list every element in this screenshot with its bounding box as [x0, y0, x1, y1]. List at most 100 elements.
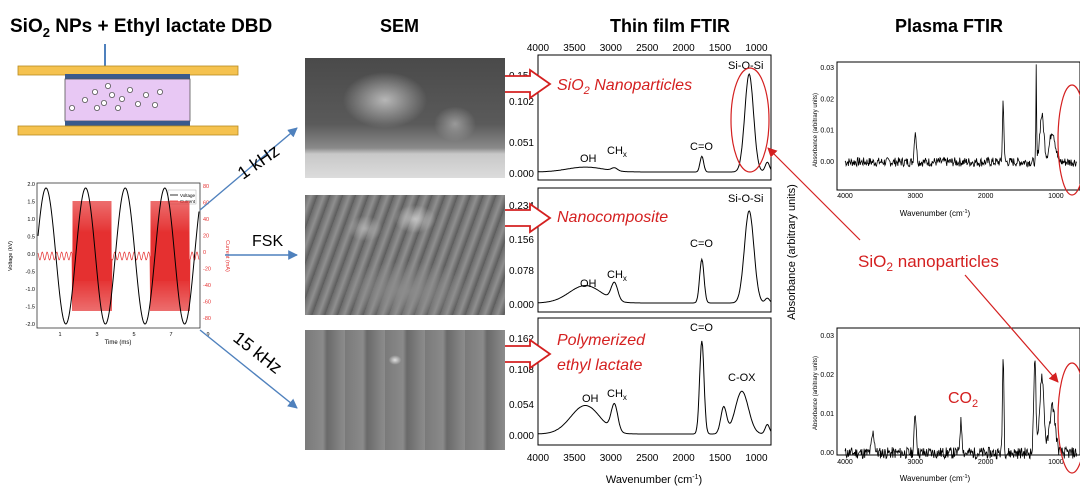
tf-y-tick: 0.108 [509, 365, 534, 376]
wave-left-tick: 0.0 [27, 252, 35, 258]
peak-oh-3: OH [582, 393, 599, 405]
plasma-x-tick: 4000 [837, 193, 853, 200]
wave-right-tick: -20 [203, 267, 211, 273]
wave-left-tick: -1.0 [26, 287, 35, 293]
wave-ylabel-right: Current (mA) [224, 240, 230, 272]
plasma-x-tick: 2000 [978, 459, 994, 466]
plasma-y-tick: 0.01 [820, 411, 834, 418]
plasma-title: Plasma FTIR [895, 16, 1003, 36]
sem-image-fsk [305, 195, 505, 315]
plasma-bottom-oval [1057, 362, 1080, 474]
plasma-top-ylabel: Absorbance (arbitrary units) [813, 93, 819, 167]
tf-y-tick: 0.054 [509, 400, 534, 411]
tf-y-tick: 0.156 [509, 235, 534, 246]
sio2-nanoparticles-label: SiO2 nanoparticles [858, 252, 999, 274]
wave-right-tick: 60 [203, 201, 209, 207]
wave-left-tick: -2.0 [26, 322, 35, 328]
tf-ylabel: Absorbance (arbitrary units) [786, 184, 798, 320]
arrow-to-thin-film [767, 147, 861, 241]
peak-chx-1: CHx [607, 145, 627, 159]
plasma-top-xlabel: Wavenumber (cm-1) [900, 209, 971, 218]
wave-right-tick: -80 [203, 316, 211, 322]
tf-top-tick: 2000 [673, 43, 696, 54]
tf-bottom-tick: 2500 [636, 453, 659, 464]
tf-y-tick: 0.051 [509, 138, 534, 149]
wave-right-tick: 20 [203, 234, 209, 240]
peak-cox-3: C-OX [728, 372, 756, 384]
wave-legend-voltage: Voltage [180, 193, 196, 198]
peak-co-1: C=O [690, 141, 713, 153]
wave-right-tick: 40 [203, 217, 209, 223]
wave-ylabel-left: Voltage (kV) [8, 241, 14, 271]
wave-xlabel: Time (ms) [105, 340, 132, 346]
peak-oh-2: OH [580, 278, 597, 290]
plasma-bottom-xlabel: Wavenumber (cm-1) [900, 474, 971, 483]
sem-title: SEM [380, 16, 419, 36]
plasma-top-oval [1057, 84, 1080, 196]
tf-y-tick: 0.000 [509, 431, 534, 442]
peak-chx-3: CHx [607, 388, 627, 402]
wave-left-tick: 1.0 [27, 217, 35, 223]
wave-left-tick: 0.5 [27, 235, 35, 241]
tf-top-tick: 2500 [636, 43, 659, 54]
arrow-to-plasma [964, 274, 1059, 383]
wave-x-tick: 3 [95, 332, 98, 338]
plasma-y-tick: 0.02 [820, 372, 834, 379]
plasma-y-tick: 0.03 [820, 333, 834, 340]
tf-bottom-tick: 1500 [709, 453, 732, 464]
freq-15khz: 15 kHz [230, 327, 286, 377]
arrow-1khz [199, 127, 298, 211]
plasma-x-tick: 2000 [978, 193, 994, 200]
plasma-x-tick: 4000 [837, 459, 853, 466]
tf-y-tick: 0.162 [509, 334, 534, 345]
peak-co-3: C=O [690, 322, 713, 334]
plasma-y-tick: 0.01 [820, 128, 834, 135]
peak-chx-2: CHx [607, 269, 627, 283]
tf-xlabel: Wavenumber (cm-1) [606, 474, 702, 486]
sem-image-15khz [305, 330, 505, 450]
tf-top-tick: 1000 [745, 43, 768, 54]
peak-siosi-1: Si-O-Si [728, 60, 763, 72]
wave-right-tick: -60 [203, 300, 211, 306]
sio-si-highlight-oval [730, 67, 770, 173]
wave-left-tick: -1.5 [26, 305, 35, 311]
tf-y-tick: 0.000 [509, 300, 534, 311]
plasma-y-tick: 0.00 [820, 450, 834, 457]
wave-x-tick: 5 [132, 332, 135, 338]
wave-x-tick: 7 [169, 332, 172, 338]
dbd-title: SiO2 NPs + Ethyl lactate DBD [10, 16, 272, 40]
plasma-x-tick: 3000 [908, 459, 924, 466]
waveform-chart: 2.0 1.5 1.0 0.5 0.0 -0.5 -1.0 -1.5 -2.0 80 60 40 20… [8, 182, 230, 346]
freq-fsk: FSK [252, 233, 283, 250]
plasma-y-tick: 0.03 [820, 65, 834, 72]
plasma-x-tick: 1000 [1048, 193, 1064, 200]
tf-bottom-tick: 1000 [745, 453, 768, 464]
tf-top-tick: 4000 [527, 43, 550, 54]
wave-left-tick: 1.5 [27, 200, 35, 206]
current-trace [37, 200, 200, 312]
freq-1khz: 1 kHz [234, 141, 283, 184]
tf-bottom-tick: 4000 [527, 453, 550, 464]
wave-right-tick: -40 [203, 283, 211, 289]
wave-x-tick: 9 [206, 332, 209, 338]
plasma-x-tick: 1000 [1048, 459, 1064, 466]
tf-y-tick: 0.234 [509, 201, 534, 212]
tf-top-tick: 3500 [563, 43, 586, 54]
label-polymerized-1: Polymerized [557, 332, 646, 349]
wave-left-tick: 2.0 [27, 182, 35, 188]
tf-y-tick: 0.000 [509, 169, 534, 180]
plasma-ftir-bottom: 4000 3000 2000 1000 0.03 0.02 0.01 0.00 Absorb… [813, 327, 1080, 483]
tf-bottom-tick: 2000 [673, 453, 696, 464]
wave-right-tick: 80 [203, 184, 209, 190]
peak-oh-1: OH [580, 153, 597, 165]
voltage-trace [37, 187, 200, 325]
plasma-spectrum-top [844, 64, 1077, 168]
tf-bottom-tick: 3500 [563, 453, 586, 464]
peak-siosi-2: Si-O-Si [728, 193, 763, 205]
label-polymerized-2: ethyl lactate [557, 357, 642, 374]
plasma-ftir-top: 4000 3000 2000 1000 0.03 0.02 0.01 0.00 Absorb… [813, 61, 1080, 218]
peak-co-2: C=O [690, 238, 713, 250]
label-sio2-nanoparticles: SiO2 Nanoparticles [557, 77, 692, 97]
tf-y-tick: 0.078 [509, 266, 534, 277]
thin-film-ftir-chart: 4000 3500 3000 2500 2000 1500 1000 4000 3500 300… [509, 43, 798, 486]
